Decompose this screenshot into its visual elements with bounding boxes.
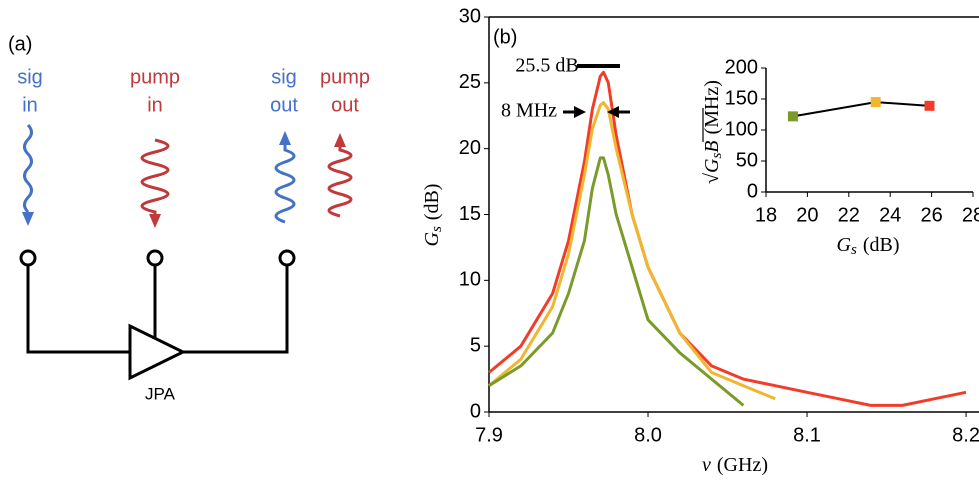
label: pump [130, 66, 180, 88]
port [278, 249, 296, 267]
axis-label-part: s [429, 226, 445, 232]
port [146, 249, 164, 267]
wire [183, 265, 289, 354]
point [924, 100, 935, 111]
chart: 0 5 10 15 20 25 30 7.9 8.0 8.1 8.2 (b) 25.5 dB 8 MHz ν… [421, 5, 979, 476]
annotation-arrow [607, 106, 619, 118]
axis-label-part: s [851, 242, 857, 258]
arrow-head [149, 214, 161, 228]
y-tick-label: 25 [459, 71, 481, 93]
y-tick-label: 10 [459, 269, 481, 291]
axis-label-part: (dB) [863, 234, 900, 256]
point [870, 97, 881, 108]
axis-label: ν (GHz) [702, 454, 768, 476]
axis-label: Gs (dB) [837, 234, 900, 259]
axis-label-part: G [837, 234, 852, 256]
x-tick-label: 24 [879, 204, 901, 226]
y-tick-label: 50 [736, 149, 758, 171]
y-tick-label: 100 [725, 118, 758, 140]
wave [274, 145, 296, 224]
label: in [22, 94, 38, 116]
label: sig [17, 66, 43, 88]
wire [26, 265, 130, 354]
arrow-head [334, 133, 346, 147]
x-tick-label: 26 [920, 204, 942, 226]
y-tick-label: 150 [725, 87, 758, 109]
panel-label: (b) [493, 26, 517, 48]
wave [23, 123, 33, 214]
series-line [488, 156, 745, 407]
amplifier-label: JPA [145, 384, 176, 403]
amplifier-symbol [128, 323, 187, 381]
axis-label-part: ν [702, 454, 711, 476]
series-line [488, 101, 776, 401]
annotation: 8 MHz [501, 100, 557, 122]
y-tick-label: 15 [459, 203, 481, 225]
axis-label-part: s [709, 153, 725, 159]
axis-label: √GsB (MHz) [701, 80, 726, 184]
label: in [147, 94, 163, 116]
x-tick-label: 28 [962, 204, 979, 226]
annotation-arrow [574, 106, 586, 118]
y-tick-label: 30 [459, 5, 481, 27]
y-tick-label: 0 [470, 400, 481, 422]
arrow-head [22, 212, 34, 226]
axis-label-part: (GHz) [717, 454, 768, 476]
axis-label-part: B [701, 140, 723, 152]
label: pump [320, 66, 370, 88]
diagram [19, 123, 353, 381]
y-tick-label: 0 [747, 180, 758, 202]
point [787, 111, 798, 122]
panel-label: (a) [8, 33, 32, 55]
port [19, 249, 37, 267]
x-tick-label: 7.9 [475, 424, 503, 446]
axis-label-part: (dB) [421, 184, 443, 221]
y-tick-label: 20 [459, 137, 481, 159]
label: sig [271, 66, 297, 88]
x-tick-label: 8.0 [634, 424, 662, 446]
label: out [331, 94, 359, 116]
x-tick-label: 20 [796, 204, 818, 226]
x-tick-label: 22 [838, 204, 860, 226]
wave [327, 147, 353, 218]
y-tick-label: 5 [470, 334, 481, 356]
axis-label-part: G [421, 231, 443, 246]
x-tick-label: 8.2 [952, 424, 979, 446]
wave [140, 138, 170, 214]
arrow-head [279, 131, 291, 145]
annotation: 25.5 dB [515, 55, 578, 77]
axis-label-part: √ [701, 173, 723, 184]
y-tick-label: 200 [725, 56, 758, 78]
x-tick-label: 8.1 [793, 424, 821, 446]
x-tick-label: 18 [755, 204, 777, 226]
axis-label-part: (MHz) [701, 80, 723, 134]
axis-label: Gs (dB) [421, 184, 446, 247]
label: out [270, 94, 298, 116]
connect-line [792, 101, 930, 118]
axis-label-part: G [701, 158, 723, 173]
